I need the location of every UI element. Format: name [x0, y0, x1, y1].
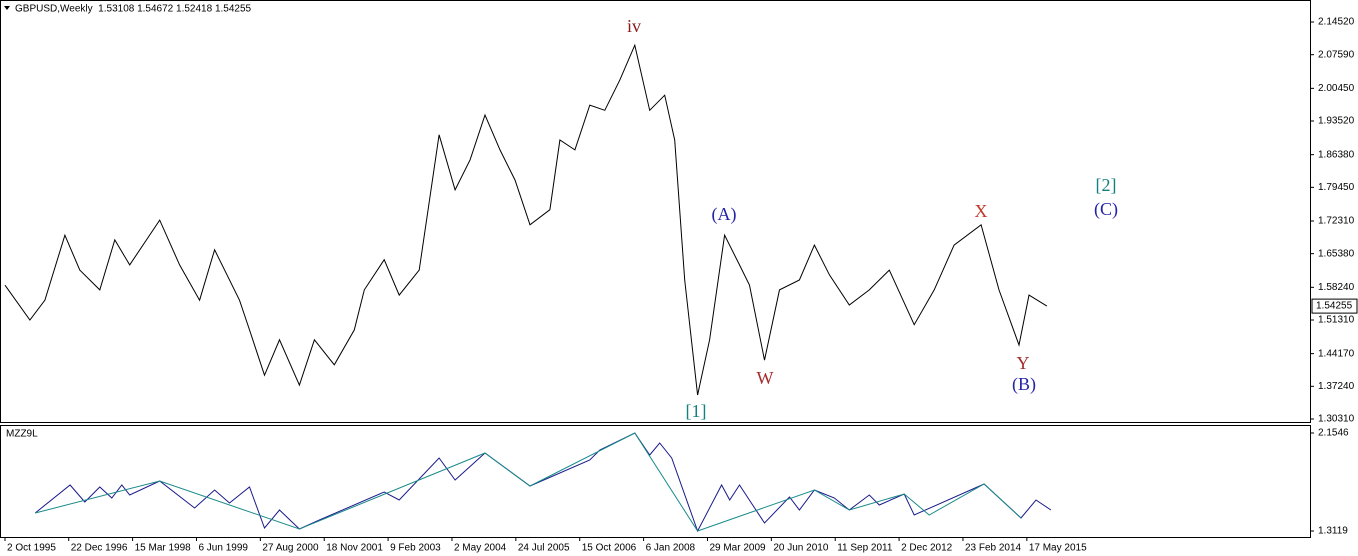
- price-line: [4, 43, 1048, 396]
- chart-title: GBPUSD,Weekly 1.53108 1.54672 1.52418 1.…: [15, 4, 252, 15]
- x-tick-label: 15 Mar 1998: [135, 543, 192, 554]
- x-tick-label: 6 Jun 1999: [198, 543, 248, 554]
- y-tick-label: 2.00450: [1318, 83, 1355, 94]
- menu-arrow[interactable]: [4, 6, 10, 10]
- x-tick-label: 24 Jul 2005: [518, 543, 570, 554]
- wave-label: [2]: [1096, 175, 1117, 195]
- y-tick-label: 1.86380: [1318, 149, 1355, 160]
- indicator-panel: [0, 425, 1311, 538]
- y-tick-label: 1.37240: [1318, 381, 1355, 392]
- x-tick-label: 29 Mar 2009: [709, 543, 766, 554]
- x-tick-label: 17 May 2015: [1029, 543, 1087, 554]
- last-price-box: [1311, 298, 1358, 314]
- y-tick-label: 1.79450: [1318, 182, 1355, 193]
- x-tick-label: 2 Dec 2012: [901, 543, 953, 554]
- wave-label: (C): [1094, 199, 1118, 220]
- y-tick-label: 1.72310: [1318, 216, 1355, 227]
- x-tick-label: 18 Nov 2001: [326, 543, 383, 554]
- x-tick-label: 2 May 2004: [454, 543, 507, 554]
- x-tick-label: 2 Oct 1995: [7, 543, 56, 554]
- price-panel: [0, 0, 1311, 423]
- x-tick-label: 6 Jan 2008: [646, 543, 696, 554]
- y-tick-label: 2.07590: [1318, 49, 1355, 60]
- x-tick-label: 22 Dec 1996: [71, 543, 128, 554]
- indicator-title: MZZ9L: [6, 429, 38, 440]
- wave-label: [1]: [686, 401, 707, 421]
- x-tick-label: 11 Sep 2011: [837, 543, 893, 554]
- x-tick-label: 23 Feb 2014: [965, 543, 1022, 554]
- y-tick-label: 1.30310: [1318, 414, 1355, 425]
- x-tick-label: 15 Oct 2006: [582, 543, 637, 554]
- wave-label: Y: [1017, 353, 1030, 373]
- x-tick-label: 20 Jun 2010: [773, 543, 828, 554]
- y-tick-label: 2.1546: [1318, 428, 1349, 439]
- x-tick-label: 9 Feb 2003: [390, 543, 441, 554]
- wave-label: (A): [712, 204, 737, 225]
- y-tick-label: 1.44170: [1318, 348, 1355, 359]
- y-tick-label: 1.58240: [1318, 282, 1355, 293]
- wave-label: (B): [1012, 374, 1036, 395]
- wave-label: W: [757, 368, 774, 388]
- price-line: [35, 432, 1022, 532]
- price-line: [34, 432, 1052, 533]
- wave-label: X: [975, 201, 988, 221]
- y-tick-label: 1.3119: [1318, 526, 1348, 537]
- y-tick-label: 1.65380: [1318, 248, 1355, 259]
- x-tick-label: 27 Aug 2000: [262, 543, 319, 554]
- y-tick-label: 1.93520: [1318, 116, 1355, 127]
- y-tick-label: 2.14520: [1318, 17, 1355, 28]
- last-price-label: 1.54255: [1316, 301, 1353, 312]
- wave-label: iv: [627, 16, 641, 36]
- y-tick-label: 1.51310: [1318, 315, 1355, 326]
